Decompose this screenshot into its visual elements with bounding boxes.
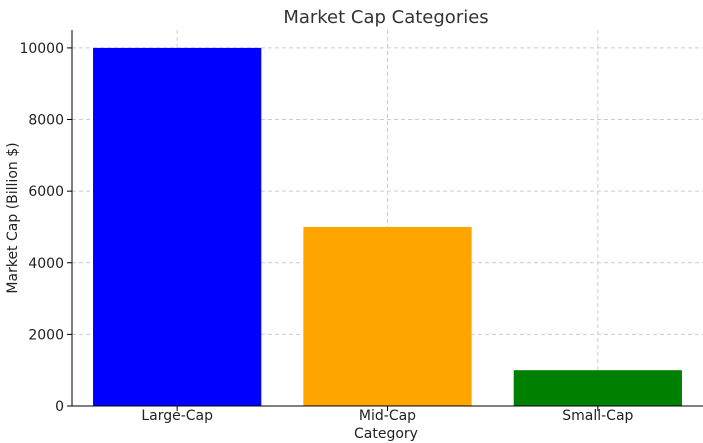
y-ticks: 0 2000 4000 6000 8000 10000 [19,41,72,415]
y-tick-label: 10000 [19,41,64,57]
bar-large-cap [93,47,262,407]
bar-small-cap [513,370,682,406]
x-ticks: Large-Cap Mid-Cap Small-Cap [141,406,634,424]
y-tick-label: 0 [55,399,64,415]
x-tick-label: Small-Cap [562,408,633,424]
y-tick-label: 6000 [28,184,64,200]
bars-layer [93,47,682,407]
bar-mid-cap [303,226,472,406]
chart-title: Market Cap Categories [283,7,488,28]
x-tick-label: Large-Cap [141,408,213,424]
y-tick-label: 4000 [28,256,64,272]
y-tick-label: 8000 [28,113,64,129]
y-axis-label: Market Cap (Billion $) [5,142,21,293]
x-tick-label: Mid-Cap [359,408,416,424]
y-tick-label: 2000 [28,327,64,343]
x-axis-label: Category [354,426,418,442]
